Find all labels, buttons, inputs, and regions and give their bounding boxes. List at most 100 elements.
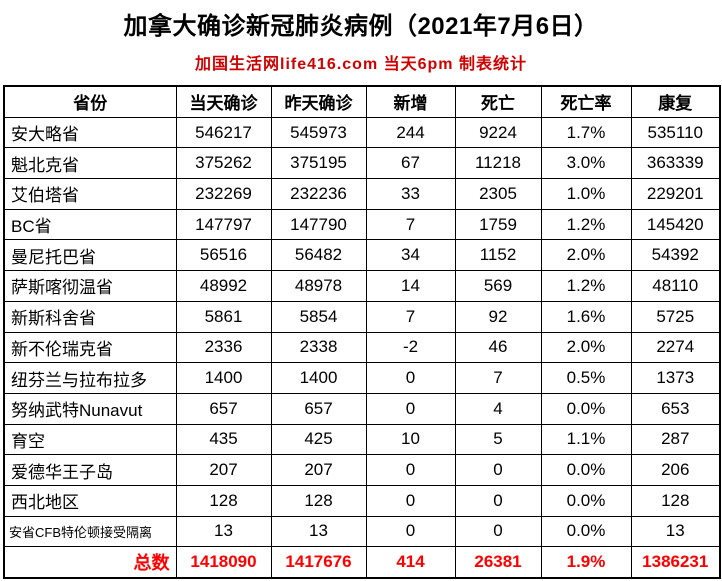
- value-cell: 128: [175, 484, 272, 517]
- value-cell: 128: [270, 484, 367, 517]
- value-cell: 1.0%: [540, 178, 632, 210]
- value-cell: 0.0%: [540, 515, 632, 548]
- value-cell: 2336: [175, 331, 272, 364]
- table-row: 曼尼托巴省 56516 56482 34 1152 2.0% 54392: [3, 239, 721, 272]
- value-cell: 0: [454, 515, 542, 548]
- column-header: 新增: [365, 85, 456, 118]
- value-cell: 207: [270, 454, 367, 486]
- value-cell: 363339: [630, 147, 721, 180]
- column-header: 死亡率: [540, 85, 632, 118]
- value-cell: 147797: [175, 208, 272, 241]
- covid-cases-table: 省份 当天确诊 昨天确诊 新增 死亡 死亡率 康复 安大略省 546217 545973 244 9…: [3, 85, 721, 579]
- table-row: 努纳武特Nunavut 657 657 0 4 0.0% 653: [3, 392, 721, 425]
- value-cell: 1373: [630, 362, 721, 394]
- value-cell: 0.0%: [540, 484, 632, 517]
- value-cell: 54392: [630, 239, 721, 272]
- value-cell: 147790: [270, 208, 367, 241]
- value-cell: 1759: [454, 208, 542, 241]
- table-row: BC省 147797 147790 7 1759 1.2% 145420: [3, 208, 721, 241]
- value-cell: 207: [175, 454, 272, 486]
- column-header: 死亡: [454, 85, 542, 118]
- value-cell: 657: [270, 392, 367, 425]
- value-cell: 375195: [270, 147, 367, 180]
- province-cell: 新不伦瑞克省: [3, 331, 177, 364]
- header-row: 省份 当天确诊 昨天确诊 新增 死亡 死亡率 康复: [3, 85, 721, 118]
- value-cell: 145420: [630, 208, 721, 241]
- table-row: 安省CFB特伦顿接受隔离 13 13 0 0 0.0% 13: [3, 515, 721, 548]
- value-cell: 10: [365, 423, 456, 456]
- value-cell: 0: [454, 484, 542, 517]
- table-row: 萨斯喀彻温省 48992 48978 14 569 1.2% 48110: [3, 270, 721, 302]
- province-cell: 爱德华王子岛: [3, 454, 177, 486]
- value-cell: 0.0%: [540, 392, 632, 425]
- value-cell: 1.6%: [540, 300, 632, 333]
- value-cell: 546217: [175, 116, 272, 149]
- value-cell: 206: [630, 454, 721, 486]
- total-value-cell: 1417676: [270, 546, 367, 579]
- total-value-cell: 26381: [454, 546, 542, 579]
- value-cell: 5854: [270, 300, 367, 333]
- value-cell: 67: [365, 147, 456, 180]
- value-cell: 9224: [454, 116, 542, 149]
- value-cell: 0: [365, 362, 456, 394]
- value-cell: 5: [454, 423, 542, 456]
- value-cell: 48978: [270, 270, 367, 302]
- value-cell: 13: [175, 515, 272, 548]
- value-cell: 11218: [454, 147, 542, 180]
- page-subtitle: 加国生活网life416.com 当天6pm 制表统计: [195, 56, 527, 73]
- value-cell: 5725: [630, 300, 721, 333]
- value-cell: 375262: [175, 147, 272, 180]
- province-cell: 纽芬兰与拉布拉多: [3, 362, 177, 394]
- column-header: 省份: [3, 85, 177, 118]
- value-cell: 0.5%: [540, 362, 632, 394]
- column-header: 康复: [630, 85, 721, 118]
- value-cell: 7: [365, 208, 456, 241]
- table-row: 新不伦瑞克省 2336 2338 -2 46 2.0% 2274: [3, 331, 721, 364]
- value-cell: 48110: [630, 270, 721, 302]
- value-cell: 287: [630, 423, 721, 456]
- value-cell: 34: [365, 239, 456, 272]
- value-cell: 657: [175, 392, 272, 425]
- value-cell: 46: [454, 331, 542, 364]
- value-cell: 5861: [175, 300, 272, 333]
- value-cell: 92: [454, 300, 542, 333]
- value-cell: 7: [454, 362, 542, 394]
- value-cell: 2305: [454, 178, 542, 210]
- value-cell: 545973: [270, 116, 367, 149]
- value-cell: 56516: [175, 239, 272, 272]
- value-cell: 1152: [454, 239, 542, 272]
- province-cell: 西北地区: [3, 484, 177, 517]
- value-cell: 1400: [175, 362, 272, 394]
- table-row: 魁北克省 375262 375195 67 11218 3.0% 363339: [3, 147, 721, 180]
- province-cell: 魁北克省: [3, 147, 177, 180]
- value-cell: 0.0%: [540, 454, 632, 486]
- table-row: 西北地区 128 128 0 0 0.0% 128: [3, 484, 721, 517]
- value-cell: 0: [365, 454, 456, 486]
- column-header: 昨天确诊: [270, 85, 367, 118]
- total-value-cell: 1386231: [630, 546, 721, 579]
- value-cell: 425: [270, 423, 367, 456]
- total-value-cell: 414: [365, 546, 456, 579]
- value-cell: 0: [365, 515, 456, 548]
- value-cell: 244: [365, 116, 456, 149]
- table-row: 艾伯塔省 232269 232236 33 2305 1.0% 229201: [3, 178, 721, 210]
- value-cell: 33: [365, 178, 456, 210]
- table-row: 育空 435 425 10 5 1.1% 287: [3, 423, 721, 456]
- value-cell: 1.1%: [540, 423, 632, 456]
- total-row: 总数 1418090 1417676 414 26381 1.9% 1386231: [3, 546, 721, 579]
- value-cell: 1400: [270, 362, 367, 394]
- value-cell: 2.0%: [540, 331, 632, 364]
- value-cell: 4: [454, 392, 542, 425]
- value-cell: 48992: [175, 270, 272, 302]
- value-cell: 1.7%: [540, 116, 632, 149]
- value-cell: 128: [630, 484, 721, 517]
- value-cell: 56482: [270, 239, 367, 272]
- value-cell: 2338: [270, 331, 367, 364]
- value-cell: 13: [270, 515, 367, 548]
- value-cell: 13: [630, 515, 721, 548]
- value-cell: 569: [454, 270, 542, 302]
- value-cell: 1.2%: [540, 270, 632, 302]
- table-row: 爱德华王子岛 207 207 0 0 0.0% 206: [3, 454, 721, 486]
- column-header: 当天确诊: [175, 85, 272, 118]
- value-cell: 2274: [630, 331, 721, 364]
